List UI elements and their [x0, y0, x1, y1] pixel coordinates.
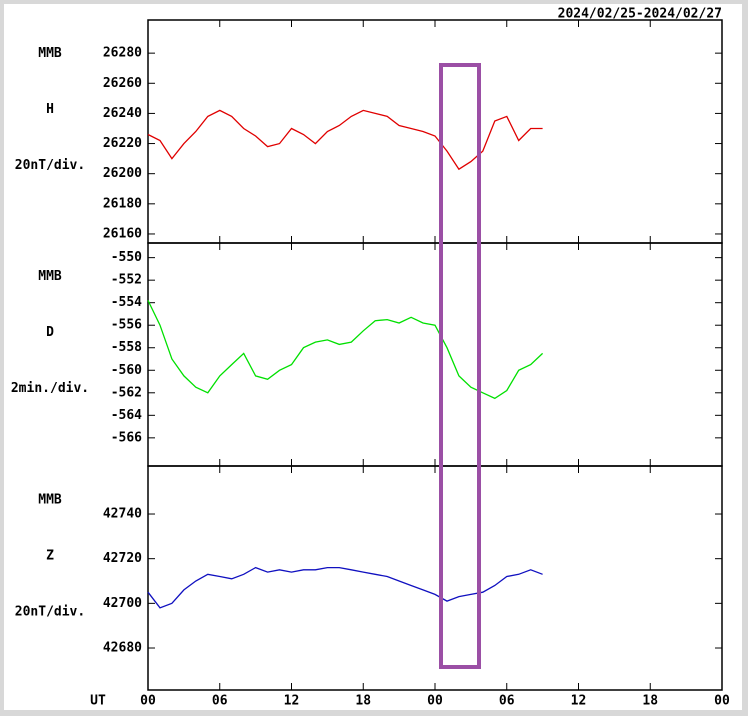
- x-tick-label: 06: [499, 694, 515, 709]
- x-tick-label: 12: [284, 694, 300, 709]
- component-label: D: [46, 325, 54, 340]
- y-tick-label: -558: [111, 340, 142, 355]
- y-tick-label: -566: [111, 430, 142, 445]
- station-label: MMB: [38, 269, 62, 284]
- x-tick-label: 18: [642, 694, 658, 709]
- component-label: Z: [46, 549, 54, 564]
- scale-label: 20nT/div.: [15, 605, 85, 620]
- y-tick-label: -552: [111, 273, 142, 288]
- background: [4, 4, 742, 710]
- station-label: MMB: [38, 46, 62, 61]
- x-tick-label: 18: [355, 694, 371, 709]
- x-tick-label: 06: [212, 694, 228, 709]
- scale-label: 20nT/div.: [15, 158, 85, 173]
- data-line: [147, 566, 543, 609]
- y-tick-label: 42700: [103, 596, 142, 611]
- x-tick-label: 00: [714, 694, 730, 709]
- data-line: [147, 300, 544, 400]
- y-tick-label: 42720: [103, 551, 142, 566]
- y-tick-label: 26160: [103, 226, 142, 241]
- x-tick-label: 12: [571, 694, 587, 709]
- y-tick-label: 26200: [103, 166, 142, 181]
- component-label: H: [46, 102, 54, 117]
- x-tick-label: 00: [140, 694, 156, 709]
- y-tick-label: -564: [111, 408, 142, 423]
- scale-label: 2min./div.: [11, 381, 89, 396]
- y-tick-label: -560: [111, 363, 142, 378]
- y-tick-label: 26220: [103, 136, 142, 151]
- y-tick-label: 42740: [103, 507, 142, 522]
- y-tick-label: 42680: [103, 641, 142, 656]
- y-tick-label: -554: [111, 295, 142, 310]
- y-tick-label: -562: [111, 385, 142, 400]
- x-tick-label: 00: [427, 694, 443, 709]
- y-tick-label: -550: [111, 250, 142, 265]
- x-axis-label: UT: [90, 694, 106, 709]
- chart-title: 2024/02/25-2024/02/27: [558, 7, 722, 22]
- data-line: [147, 109, 543, 171]
- y-tick-label: 26180: [103, 196, 142, 211]
- y-tick-label: -556: [111, 318, 142, 333]
- y-tick-label: 26240: [103, 106, 142, 121]
- y-tick-label: 26260: [103, 76, 142, 91]
- station-label: MMB: [38, 493, 62, 508]
- y-tick-label: 26280: [103, 46, 142, 61]
- highlight-box: [439, 63, 481, 669]
